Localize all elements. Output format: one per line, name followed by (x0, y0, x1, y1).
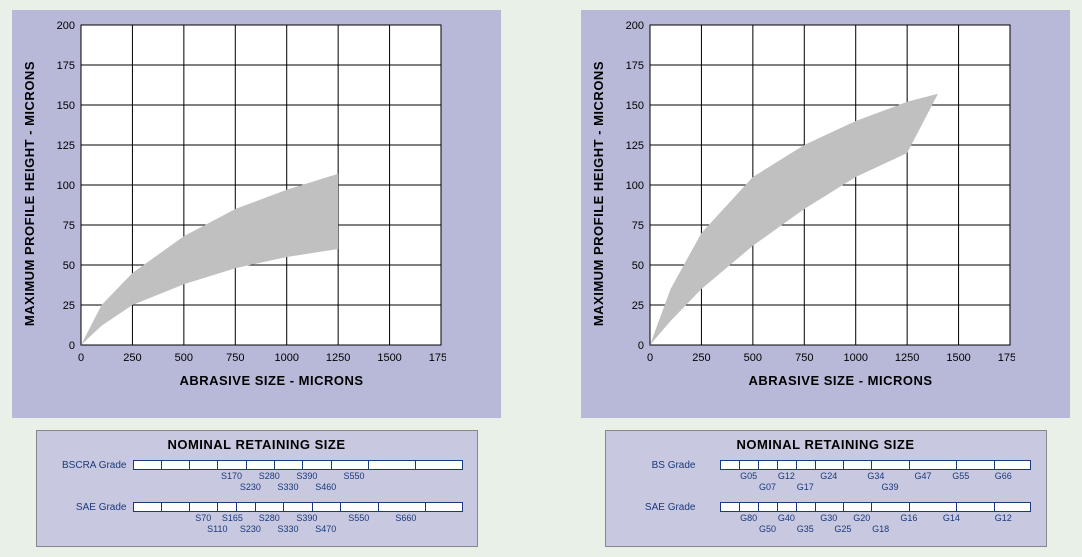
svg-text:1500: 1500 (377, 352, 401, 364)
grade-tick-label: S230 (240, 524, 261, 534)
grade-tick-label: S330 (278, 482, 299, 492)
svg-text:1000: 1000 (274, 352, 298, 364)
svg-text:25: 25 (632, 300, 644, 312)
svg-text:0: 0 (69, 340, 75, 352)
svg-text:250: 250 (123, 352, 141, 364)
grade-title: NOMINAL RETAINING SIZE (616, 437, 1036, 452)
xaxis-title: ABRASIVE SIZE - MICRONS (52, 373, 491, 388)
right-grade-box: NOMINAL RETAINING SIZE BS Grade G05 G12 G24… (605, 430, 1047, 547)
xaxis-title: ABRASIVE SIZE - MICRONS (621, 373, 1060, 388)
grade-tick-label: G17 (797, 482, 814, 492)
left-panel: MAXIMUM PROFILE HEIGHT - MICRONS 0250500… (12, 10, 501, 547)
left-chart-box: MAXIMUM PROFILE HEIGHT - MICRONS 0250500… (12, 10, 501, 418)
grade-row-label: BS Grade (616, 460, 702, 471)
grade-row: SAE GradeG80G40G30G20G16G14G12G50G35G25G… (616, 502, 1036, 536)
svg-text:0: 0 (638, 340, 644, 352)
grade-scale: S70 S165 S280 S390 S550 S660 S110 S230 S330 S470 (133, 502, 467, 536)
right-panel: MAXIMUM PROFILE HEIGHT - MICRONS 0250500… (581, 10, 1070, 547)
grade-tick-label: G39 (882, 482, 899, 492)
svg-text:25: 25 (63, 300, 75, 312)
grade-tick-label: S165 (222, 513, 243, 523)
svg-text:1500: 1500 (946, 352, 970, 364)
svg-text:50: 50 (632, 260, 644, 272)
svg-text:125: 125 (626, 140, 644, 152)
left-chart: 0 250 500 750 1000 1250 1500 1750 0 25 50 75 100 125 1… (41, 20, 446, 367)
svg-text:175: 175 (626, 60, 644, 72)
grade-tick-label: G20 (853, 513, 870, 523)
grade-tick-label: S470 (315, 524, 336, 534)
grade-tick-label: G34 (867, 471, 884, 481)
grade-row-label: BSCRA Grade (47, 460, 133, 471)
grade-tick-label: G80 (740, 513, 757, 523)
grade-tick-label: G18 (872, 524, 889, 534)
svg-text:175: 175 (57, 60, 75, 72)
svg-text:200: 200 (57, 20, 75, 32)
svg-text:0: 0 (647, 352, 653, 364)
grade-tick-label: S70 (195, 513, 211, 523)
svg-text:100: 100 (57, 180, 75, 192)
grade-tick-label: G55 (952, 471, 969, 481)
grade-tick-label: S170 (221, 471, 242, 481)
grade-scale: G80 G40 G30 G20 G16 G14 G12 G50 G35 G25 G18 (702, 502, 1036, 536)
grade-tick-label: G24 (820, 471, 837, 481)
svg-text:150: 150 (57, 100, 75, 112)
grade-tick-label: G50 (759, 524, 776, 534)
grade-row: BSCRA Grade S170 S280 S390 S550 S230 S330 S460 (47, 460, 467, 494)
grade-tick-label: G12 (995, 513, 1012, 523)
grade-tick-label: S390 (296, 513, 317, 523)
svg-text:500: 500 (744, 352, 762, 364)
svg-text:50: 50 (63, 260, 75, 272)
svg-text:750: 750 (795, 352, 813, 364)
grade-tick-label: G07 (759, 482, 776, 492)
grade-tick-label: G66 (995, 471, 1012, 481)
grade-tick-label: S230 (240, 482, 261, 492)
svg-text:1750: 1750 (998, 352, 1015, 364)
grade-tick-label: G12 (778, 471, 795, 481)
svg-text:1250: 1250 (895, 352, 919, 364)
left-grade-box: NOMINAL RETAINING SIZE BSCRA GradeS170S2… (36, 430, 478, 547)
svg-text:125: 125 (57, 140, 75, 152)
grade-tick-label: S110 (207, 524, 227, 534)
grade-scale: G05 G12 G24 G34 G47 G55 G66 G07 G17 G39 (702, 460, 1036, 494)
svg-text:150: 150 (626, 100, 644, 112)
svg-text:1000: 1000 (843, 352, 867, 364)
svg-text:500: 500 (175, 352, 193, 364)
yaxis-title: MAXIMUM PROFILE HEIGHT - MICRONS (591, 61, 606, 326)
grade-tick-label: G40 (778, 513, 795, 523)
grade-tick-label: S550 (344, 471, 365, 481)
svg-text:750: 750 (226, 352, 244, 364)
grade-title: NOMINAL RETAINING SIZE (47, 437, 467, 452)
grade-scale: S170 S280 S390 S550 S230 S330 S460 (133, 460, 467, 494)
grade-tick-label: S280 (259, 471, 280, 481)
svg-text:0: 0 (78, 352, 84, 364)
grade-tick-label: G47 (915, 471, 932, 481)
svg-text:100: 100 (626, 180, 644, 192)
grade-tick-label: G16 (900, 513, 917, 523)
grade-tick-label: G35 (797, 524, 814, 534)
grade-tick-label: G14 (943, 513, 960, 523)
grade-tick-label: S460 (315, 482, 336, 492)
grade-tick-label: S330 (278, 524, 299, 534)
svg-text:1250: 1250 (326, 352, 350, 364)
grade-tick-label: S660 (395, 513, 416, 523)
grade-tick-label: S280 (259, 513, 280, 523)
grade-row: BS Grade G05 G12 G24 G34 G47 G55 G66 G07 G17 G39 (616, 460, 1036, 494)
grade-tick-label: G25 (834, 524, 851, 534)
svg-text:250: 250 (692, 352, 710, 364)
right-chart-box: MAXIMUM PROFILE HEIGHT - MICRONS 0250500… (581, 10, 1070, 418)
svg-text:1750: 1750 (429, 352, 446, 364)
grade-tick-label: G30 (820, 513, 837, 523)
grade-tick-label: S550 (348, 513, 369, 523)
right-chart: 0 250 500 750 1000 1250 1500 1750 0 25 50 75 100 125 1… (610, 20, 1015, 367)
svg-text:75: 75 (63, 220, 75, 232)
svg-text:75: 75 (632, 220, 644, 232)
grade-row: SAE Grade S70 S165 S280 S390 S550 S660 S110 S230… (47, 502, 467, 536)
grade-tick-label: S390 (296, 471, 317, 481)
grade-tick-label: G05 (740, 471, 757, 481)
svg-text:200: 200 (626, 20, 644, 32)
grade-row-label: SAE Grade (47, 502, 133, 513)
yaxis-title: MAXIMUM PROFILE HEIGHT - MICRONS (22, 61, 37, 326)
grade-row-label: SAE Grade (616, 502, 702, 513)
